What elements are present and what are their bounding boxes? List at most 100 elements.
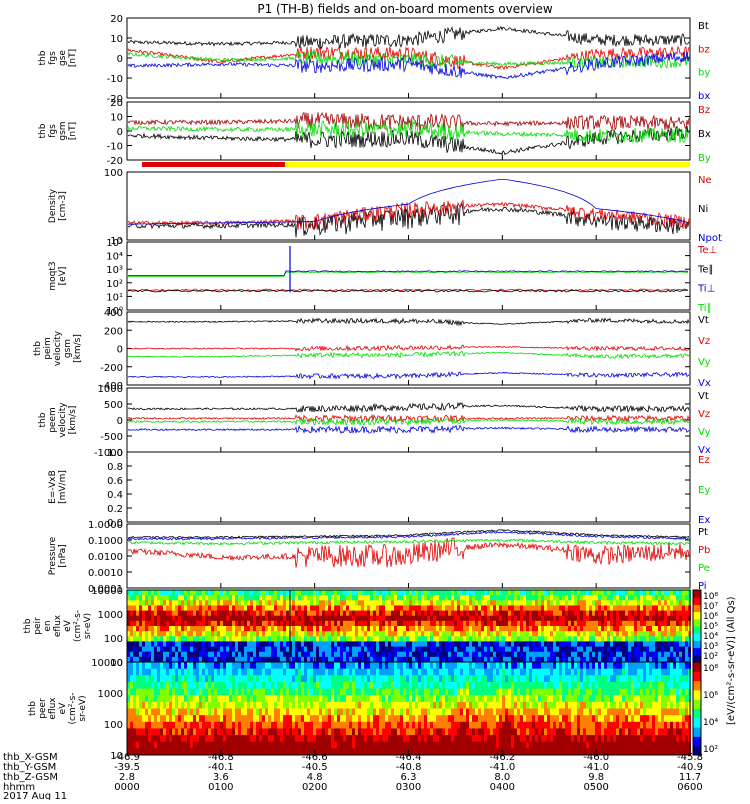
spectrogram-cell xyxy=(370,742,373,749)
spectrogram-cell xyxy=(322,702,325,709)
spectrogram-cell xyxy=(133,652,136,658)
spectrogram-cell xyxy=(547,605,550,611)
spectrogram-cell xyxy=(133,626,136,632)
spectrogram-cell xyxy=(526,621,529,627)
spectrogram-cell xyxy=(628,590,631,596)
spectrogram-cell xyxy=(340,631,343,637)
spectrogram-cell xyxy=(535,742,538,749)
spectrogram-cell xyxy=(409,675,412,682)
spectrogram-cell xyxy=(316,742,319,749)
spectrogram-cell xyxy=(550,595,553,601)
spectrogram-cell xyxy=(475,662,478,669)
spectrogram-cell xyxy=(679,641,682,647)
spectrogram-cell xyxy=(451,662,454,669)
spectrogram-cell xyxy=(190,636,193,642)
spectrogram-cell xyxy=(556,669,559,676)
spectrogram-cell xyxy=(175,605,178,611)
spectrogram-cell xyxy=(430,682,433,689)
spectrogram-cell xyxy=(439,590,442,596)
spectrogram-cell xyxy=(454,669,457,676)
spectrogram-cell xyxy=(325,662,328,669)
spectrogram-cell xyxy=(685,621,688,627)
spectrogram-cell xyxy=(256,595,259,601)
spectrogram-cell xyxy=(643,595,646,601)
spectrogram-cell xyxy=(148,611,151,617)
spectrogram-cell xyxy=(628,636,631,642)
spectrogram-cell xyxy=(262,722,265,729)
spectrogram-cell xyxy=(169,621,172,627)
spectrogram-cell xyxy=(442,641,445,647)
spectrogram-cell xyxy=(424,611,427,617)
spectrogram-cell xyxy=(340,722,343,729)
spectrogram-cell xyxy=(130,695,133,702)
spectrogram-cell xyxy=(373,722,376,729)
spectrogram-cell xyxy=(352,715,355,722)
spectrogram-cell xyxy=(277,621,280,627)
spectrogram-cell xyxy=(223,702,226,709)
spectrogram-cell xyxy=(361,662,364,669)
spectrogram-cell xyxy=(556,675,559,682)
spectrogram-cell xyxy=(397,728,400,735)
spectrogram-cell xyxy=(166,605,169,611)
spectrogram-cell xyxy=(421,742,424,749)
spectrogram-cell xyxy=(139,735,142,742)
spectrogram-cell xyxy=(259,600,262,606)
spectrogram-cell xyxy=(613,611,616,617)
spectrogram-cell xyxy=(370,652,373,658)
spectrogram-cell xyxy=(421,595,424,601)
spectrogram-cell xyxy=(322,695,325,702)
spectrogram-cell xyxy=(184,636,187,642)
spectrogram-cell xyxy=(661,621,664,627)
spectrogram-cell xyxy=(556,715,559,722)
spectrogram-cell xyxy=(559,715,562,722)
spectrogram-cell xyxy=(229,652,232,658)
spectrogram-cell xyxy=(676,611,679,617)
spectrogram-cell xyxy=(469,669,472,676)
spectrogram-cell xyxy=(472,647,475,653)
spectrogram-cell xyxy=(463,641,466,647)
spectrogram-cell xyxy=(208,742,211,749)
spectrogram-cell xyxy=(253,682,256,689)
spectrogram-cell xyxy=(178,616,181,622)
spectrogram-cell xyxy=(409,662,412,669)
spectrogram-cell xyxy=(439,709,442,716)
spectrogram-cell xyxy=(547,652,550,658)
spectrogram-cell xyxy=(382,682,385,689)
spectrogram-cell xyxy=(661,595,664,601)
spectrogram-cell xyxy=(421,605,424,611)
spectrogram-cell xyxy=(202,605,205,611)
spectrogram-cell xyxy=(304,636,307,642)
spectrogram-cell xyxy=(148,605,151,611)
spectrogram-cell xyxy=(373,675,376,682)
spectrogram-cell xyxy=(637,611,640,617)
spectrogram-cell xyxy=(139,652,142,658)
spectrogram-cell xyxy=(355,631,358,637)
spectrogram-cell xyxy=(193,641,196,647)
spectrogram-cell xyxy=(652,631,655,637)
spectrogram-cell xyxy=(529,722,532,729)
spectrogram-cell xyxy=(538,616,541,622)
spectrogram-cell xyxy=(196,702,199,709)
spectrogram-cell xyxy=(274,728,277,735)
spectrogram-cell xyxy=(469,595,472,601)
spectrogram-cell xyxy=(304,652,307,658)
spectrogram-cell xyxy=(415,641,418,647)
spectrogram-cell xyxy=(463,662,466,669)
spectrogram-cell xyxy=(232,590,235,596)
series-Vt xyxy=(128,318,689,325)
spectrogram-cell xyxy=(490,742,493,749)
spectrogram-cell xyxy=(220,662,223,669)
spectrogram-cell xyxy=(298,742,301,749)
spectrogram-cell xyxy=(295,611,298,617)
spectrogram-cell xyxy=(550,695,553,702)
spectrogram-cell xyxy=(541,605,544,611)
spectrogram-cell xyxy=(640,595,643,601)
spectrogram-cell xyxy=(616,621,619,627)
spectrogram-cell xyxy=(190,605,193,611)
spectrogram-cell xyxy=(178,702,181,709)
spectrogram-cell xyxy=(550,669,553,676)
spectrogram-cell xyxy=(436,647,439,653)
spectrogram-cell xyxy=(298,641,301,647)
spectrogram-cell xyxy=(199,641,202,647)
spectrogram-cell xyxy=(424,715,427,722)
